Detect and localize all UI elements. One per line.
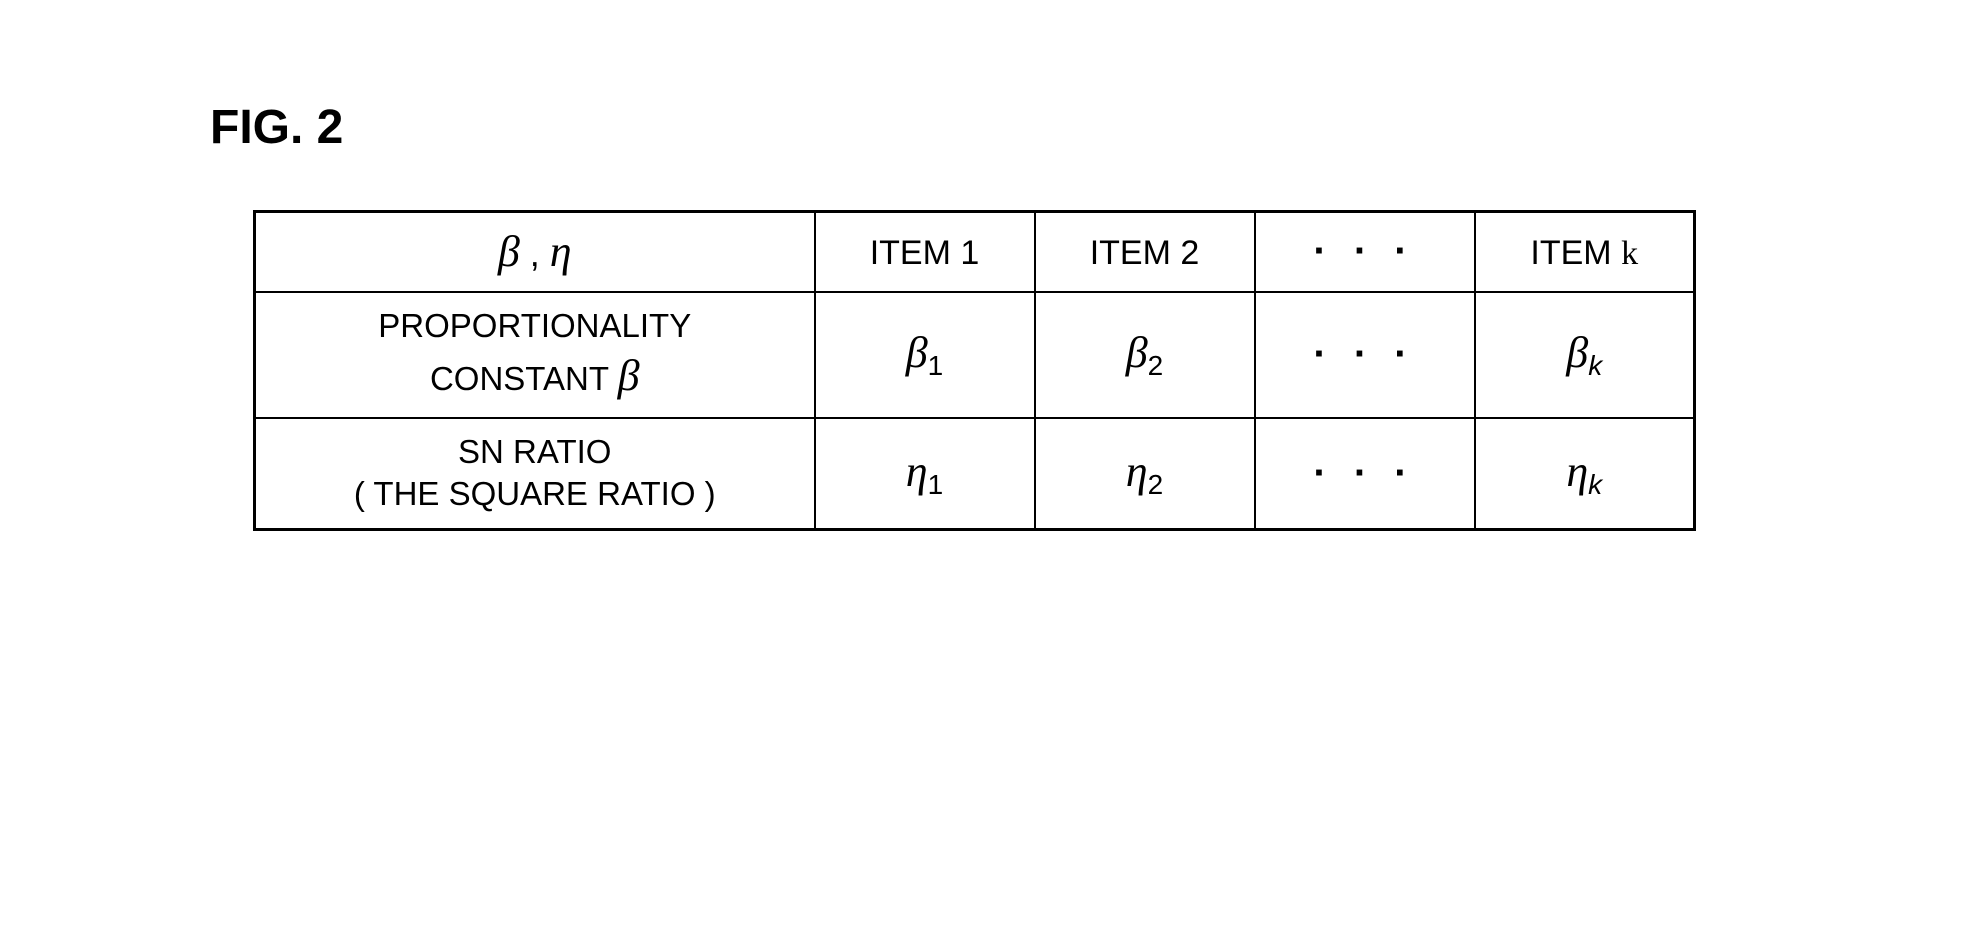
itemk-prefix: ITEM	[1530, 234, 1621, 272]
eta-symbol: η	[550, 227, 572, 276]
table-row-eta: SN RATIO ( THE SQUARE RATIO ) η1 η2 · · …	[255, 418, 1695, 530]
beta-row-label: PROPORTIONALITY CONSTANT β	[255, 292, 815, 418]
header-cell-symbols: β , η	[255, 212, 815, 292]
beta-label-prefix: CONSTANT	[430, 360, 618, 397]
beta-dots: · · ·	[1313, 332, 1415, 376]
eta-label-line2: ( THE SQUARE RATIO )	[276, 473, 794, 516]
beta-label-line2: CONSTANT β	[276, 347, 794, 404]
item2-label: ITEM 2	[1090, 234, 1200, 272]
eta-dots: · · ·	[1313, 451, 1415, 495]
beta-cell-k: βk	[1475, 292, 1695, 418]
etak-symbol: η	[1566, 447, 1588, 496]
beta-symbol: β	[498, 227, 520, 276]
table-row-beta: PROPORTIONALITY CONSTANT β β1 β2 · · · β…	[255, 292, 1695, 418]
table-header-row: β , η ITEM 1 ITEM 2 · · · ITEM k	[255, 212, 1695, 292]
header-cell-item1: ITEM 1	[815, 212, 1035, 292]
beta-label-symbol: β	[618, 351, 640, 400]
etak-sub: k	[1588, 469, 1602, 500]
beta-cell-dots: · · ·	[1255, 292, 1475, 418]
eta-row-label: SN RATIO ( THE SQUARE RATIO )	[255, 418, 815, 530]
eta-label-line1: SN RATIO	[276, 431, 794, 474]
header-cell-item2: ITEM 2	[1035, 212, 1255, 292]
eta-cell-k: ηk	[1475, 418, 1695, 530]
beta2-sub: 2	[1148, 350, 1164, 381]
eta-cell-2: η2	[1035, 418, 1255, 530]
eta2-sub: 2	[1148, 469, 1164, 500]
eta1-sub: 1	[928, 469, 944, 500]
eta-cell-dots: · · ·	[1255, 418, 1475, 530]
header-cell-itemk: ITEM k	[1475, 212, 1695, 292]
beta-cell-2: β2	[1035, 292, 1255, 418]
dots-text: · · ·	[1313, 229, 1415, 273]
beta2-symbol: β	[1126, 328, 1148, 377]
header-cell-dots: · · ·	[1255, 212, 1475, 292]
itemk-var: k	[1621, 235, 1638, 272]
item1-label: ITEM 1	[870, 234, 980, 272]
figure-label: FIG. 2	[210, 100, 343, 155]
eta1-symbol: η	[906, 447, 928, 496]
betak-symbol: β	[1566, 328, 1588, 377]
table-container: β , η ITEM 1 ITEM 2 · · · ITEM k PROPORT…	[253, 210, 1696, 531]
beta-label-line1: PROPORTIONALITY	[276, 305, 794, 348]
beta-cell-1: β1	[815, 292, 1035, 418]
eta2-symbol: η	[1126, 447, 1148, 496]
parameters-table: β , η ITEM 1 ITEM 2 · · · ITEM k PROPORT…	[253, 210, 1696, 531]
itemk-label: ITEM k	[1530, 234, 1638, 272]
betak-sub: k	[1588, 350, 1602, 381]
beta1-sub: 1	[928, 350, 944, 381]
eta-cell-1: η1	[815, 418, 1035, 530]
beta1-symbol: β	[906, 328, 928, 377]
separator: ,	[520, 233, 550, 274]
